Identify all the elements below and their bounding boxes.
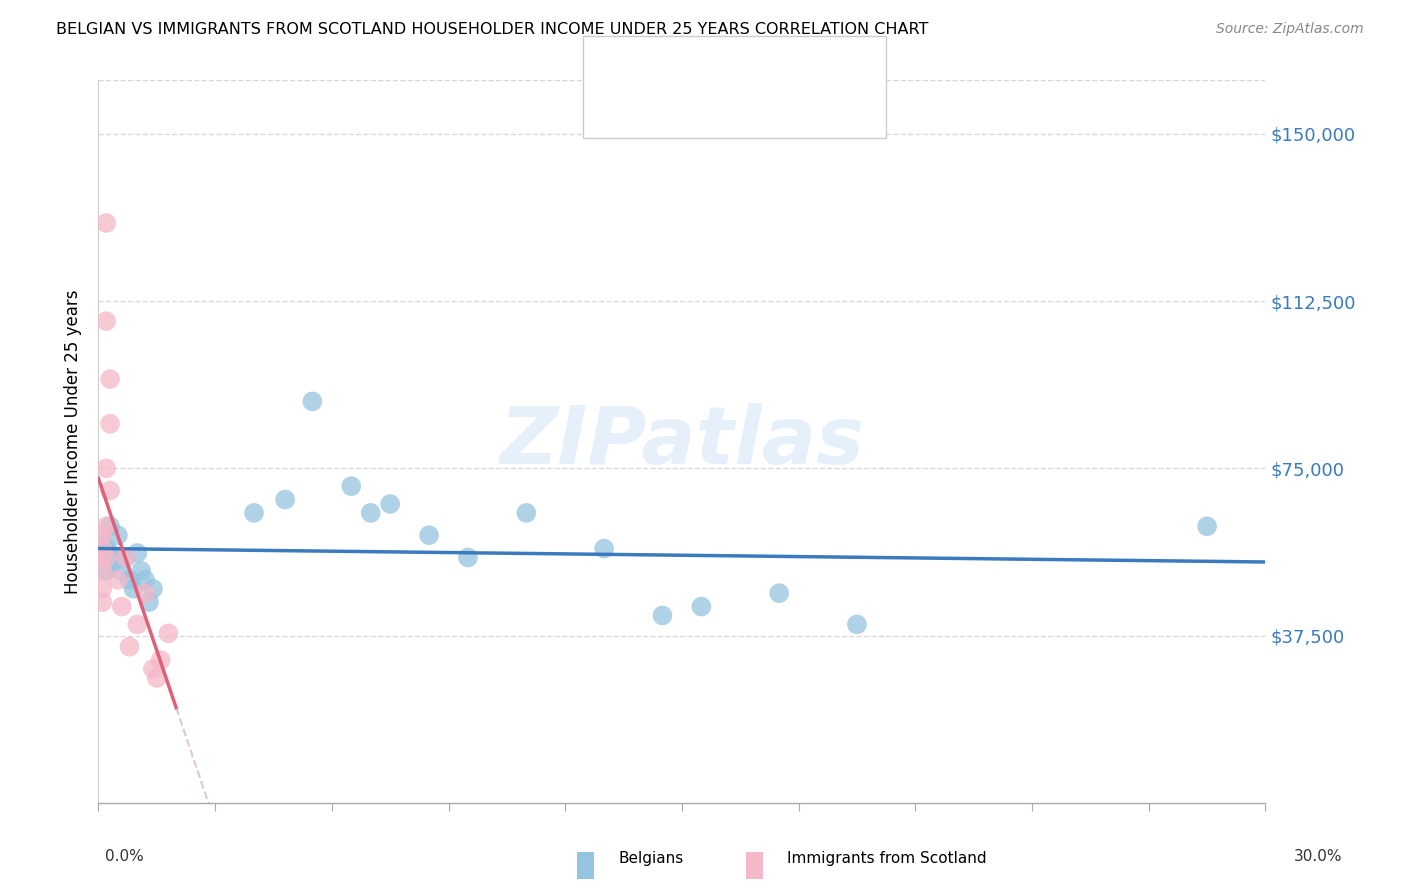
Point <box>768 586 790 600</box>
Point <box>127 546 149 560</box>
Point <box>98 417 121 431</box>
Point <box>96 314 118 328</box>
Point <box>118 573 141 587</box>
Text: Immigrants from Scotland: Immigrants from Scotland <box>787 851 987 866</box>
Text: BELGIAN VS IMMIGRANTS FROM SCOTLAND HOUSEHOLDER INCOME UNDER 25 YEARS CORRELATIO: BELGIAN VS IMMIGRANTS FROM SCOTLAND HOUS… <box>56 22 928 37</box>
Point <box>107 573 129 587</box>
Point <box>142 582 165 596</box>
Point <box>418 528 440 542</box>
Point <box>96 519 118 533</box>
Point <box>96 461 118 475</box>
Y-axis label: Householder Income Under 25 years: Householder Income Under 25 years <box>65 289 83 594</box>
Point <box>98 483 121 498</box>
Text: 0.0%: 0.0% <box>105 849 145 864</box>
Point <box>91 550 114 565</box>
Text: 30.0%: 30.0% <box>1295 849 1343 864</box>
Text: ZIPatlas: ZIPatlas <box>499 402 865 481</box>
Point <box>118 640 141 654</box>
Text: N = 24: N = 24 <box>752 94 810 112</box>
Point <box>274 492 297 507</box>
Text: Belgians: Belgians <box>619 851 683 866</box>
Point <box>134 586 156 600</box>
Point <box>134 573 156 587</box>
Text: N = 33: N = 33 <box>752 55 810 73</box>
Point <box>91 528 114 542</box>
Point <box>380 497 402 511</box>
Point <box>91 550 114 565</box>
Point <box>340 479 363 493</box>
Point <box>157 626 180 640</box>
Point <box>111 564 134 578</box>
Point <box>122 582 145 596</box>
Point <box>651 608 673 623</box>
Point <box>243 506 266 520</box>
Text: R = 0.492: R = 0.492 <box>640 94 723 112</box>
Point <box>91 564 114 578</box>
Point <box>91 537 114 551</box>
Point <box>111 599 134 614</box>
Point <box>846 617 869 632</box>
Point <box>96 541 118 556</box>
Text: Source: ZipAtlas.com: Source: ZipAtlas.com <box>1216 22 1364 37</box>
Point <box>301 394 323 409</box>
Point <box>114 550 136 565</box>
Point <box>98 519 121 533</box>
Point <box>142 662 165 676</box>
Point <box>96 216 118 230</box>
Point <box>690 599 713 614</box>
Point <box>360 506 382 520</box>
Point <box>96 564 118 578</box>
Point <box>1195 519 1218 533</box>
Point <box>149 653 172 667</box>
Point <box>127 617 149 632</box>
Point <box>515 506 537 520</box>
Point <box>103 550 125 565</box>
Point <box>107 528 129 542</box>
Point <box>91 541 114 556</box>
Point <box>114 550 136 565</box>
Point <box>103 555 125 569</box>
Point <box>146 671 169 685</box>
Point <box>91 582 114 596</box>
Point <box>91 595 114 609</box>
Point <box>98 372 121 386</box>
Text: R = 0.054: R = 0.054 <box>640 55 723 73</box>
Point <box>457 550 479 565</box>
Point <box>138 595 160 609</box>
Point <box>129 564 152 578</box>
Point <box>96 550 118 565</box>
Point <box>98 546 121 560</box>
Point <box>593 541 616 556</box>
